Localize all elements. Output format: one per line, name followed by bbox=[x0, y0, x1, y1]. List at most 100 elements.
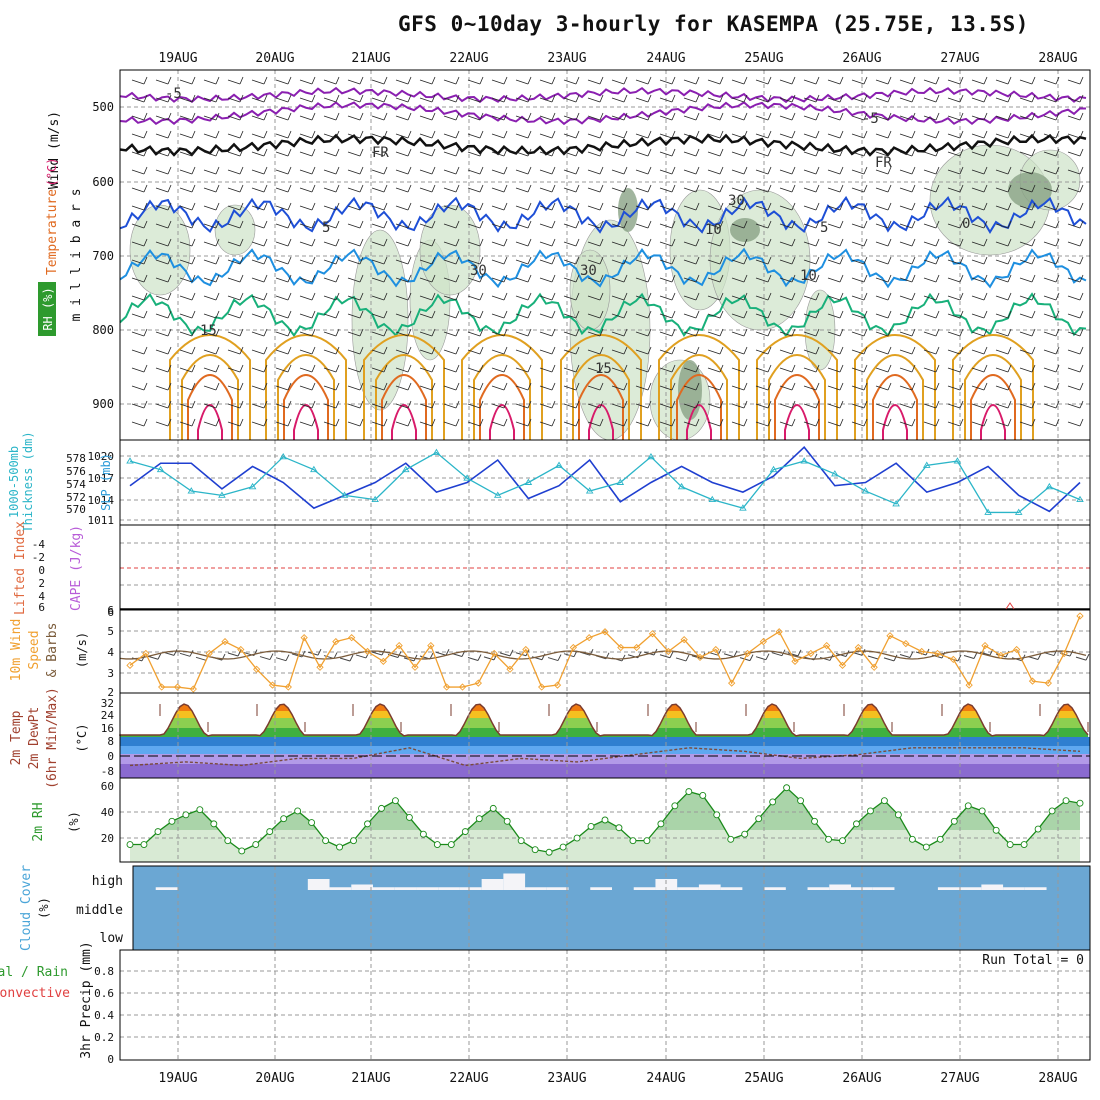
wind-barb bbox=[323, 94, 340, 103]
wind-barb bbox=[827, 274, 844, 283]
wind-barb-flag bbox=[719, 238, 724, 247]
wind-barb bbox=[443, 400, 460, 409]
wind-barb bbox=[467, 418, 484, 427]
wind-barb-shaft bbox=[299, 313, 313, 319]
thickness-marker bbox=[310, 465, 318, 473]
wind-barb-flag bbox=[647, 364, 652, 373]
wind-barb-flag bbox=[671, 256, 676, 265]
wind-barb bbox=[659, 148, 676, 157]
run-total: Run Total = 0 bbox=[982, 953, 1084, 968]
precip-tick: 0.6 bbox=[94, 987, 114, 1000]
wind-barb-shaft bbox=[947, 79, 961, 85]
wind-barb-flag bbox=[935, 346, 940, 355]
wind-barb-flag bbox=[671, 130, 676, 139]
wind-barb-shaft bbox=[227, 349, 241, 355]
wind-barb-flag bbox=[527, 364, 532, 373]
wind-barb-flag bbox=[143, 220, 148, 229]
wind-barb-flag bbox=[167, 94, 172, 103]
wind-barb-shaft bbox=[827, 187, 841, 193]
wind-barb bbox=[323, 256, 340, 265]
wind-barb bbox=[419, 310, 436, 319]
wind-barb-flag bbox=[1007, 130, 1012, 139]
t2-band bbox=[120, 718, 1090, 728]
wind-barb bbox=[251, 328, 268, 337]
wind-barb bbox=[707, 184, 724, 193]
wind-barb-flag bbox=[1079, 94, 1084, 103]
wind-barb bbox=[923, 94, 940, 103]
wind-barb-shaft bbox=[347, 151, 361, 157]
rh2m-tick: 40 bbox=[101, 806, 114, 819]
wind-barb-flag bbox=[167, 166, 172, 175]
wind-barb bbox=[419, 274, 436, 283]
wind-barb-shaft bbox=[275, 349, 289, 355]
wind-barb-shaft bbox=[467, 295, 481, 301]
wind-barb-flag bbox=[191, 400, 196, 409]
wind-barb-shaft bbox=[443, 187, 457, 193]
wind-barb bbox=[563, 256, 580, 265]
wind-barb-flag bbox=[287, 184, 292, 193]
wind-barb bbox=[1067, 94, 1084, 103]
wind-barb-flag bbox=[695, 130, 700, 139]
wind-barb bbox=[155, 292, 172, 301]
wind10m-marker bbox=[300, 634, 308, 642]
wind-barb-shaft bbox=[731, 169, 745, 175]
wind-barb-flag bbox=[335, 328, 340, 337]
wind-barb bbox=[923, 166, 940, 175]
wind-barb-flag bbox=[215, 184, 220, 193]
wind-barb-shaft bbox=[779, 367, 793, 373]
wind-barb-shaft bbox=[347, 295, 361, 301]
wind-unit: (m/s) bbox=[75, 632, 89, 668]
wind-barb-flag bbox=[743, 292, 748, 301]
wind-barb bbox=[779, 418, 796, 427]
wind-barb bbox=[443, 274, 460, 283]
wind-barb-flag bbox=[695, 328, 700, 337]
wind-barb-shaft bbox=[227, 115, 241, 121]
wind-barb-flag bbox=[839, 112, 844, 121]
wind-barb bbox=[827, 238, 844, 247]
wind-barb bbox=[803, 274, 820, 283]
wind-barb-flag bbox=[143, 418, 148, 427]
wind-barb bbox=[251, 130, 268, 139]
wind-barb bbox=[419, 328, 436, 337]
wind-barb-flag bbox=[407, 274, 412, 283]
date-label-bottom: 24AUG bbox=[646, 1071, 685, 1086]
wind-barb bbox=[491, 130, 508, 139]
wind-barb-flag bbox=[599, 94, 604, 103]
wind-barb-shaft bbox=[587, 403, 601, 409]
wind-barb-shaft bbox=[1019, 349, 1033, 355]
wind-barb bbox=[395, 94, 412, 103]
wind-barb-shaft bbox=[995, 421, 1009, 427]
wind-barb-flag bbox=[743, 94, 748, 103]
rh2m-marker bbox=[489, 804, 497, 812]
wind-barb bbox=[779, 238, 796, 247]
thickness-marker bbox=[279, 452, 288, 460]
warm-dome-contour bbox=[784, 404, 810, 440]
wind-barb-shaft bbox=[683, 259, 697, 265]
wind-barb-flag bbox=[935, 364, 940, 373]
wind-barb-flag bbox=[239, 166, 244, 175]
wind-barb-shaft bbox=[539, 151, 553, 157]
wind-barb-shaft bbox=[323, 385, 337, 391]
thickness-marker bbox=[463, 474, 471, 481]
wind-barb-flag bbox=[839, 148, 844, 157]
wind-barb-flag bbox=[911, 364, 916, 373]
wind-barb bbox=[875, 400, 892, 409]
wind-barb-shaft bbox=[971, 421, 985, 427]
rh2m-marker bbox=[992, 826, 1000, 834]
wind-barb-shaft bbox=[851, 115, 865, 121]
rh2m-marker bbox=[839, 837, 846, 845]
wind-barb bbox=[395, 148, 412, 157]
wind-barb-shaft bbox=[1043, 313, 1057, 319]
wind-barb-flag bbox=[599, 256, 604, 265]
wind10m-barb-flag bbox=[621, 654, 626, 662]
wind-barb bbox=[707, 382, 724, 391]
wind-barb-shaft bbox=[395, 133, 409, 139]
wind-barb bbox=[395, 310, 412, 319]
wind10m-barb bbox=[515, 652, 527, 657]
wind-barb-shaft bbox=[299, 259, 313, 265]
wind-barb bbox=[563, 364, 580, 373]
wind-barb bbox=[515, 130, 532, 139]
wind-barb bbox=[827, 76, 844, 85]
wind-barb bbox=[971, 292, 988, 301]
rh2m-marker bbox=[1034, 825, 1042, 833]
